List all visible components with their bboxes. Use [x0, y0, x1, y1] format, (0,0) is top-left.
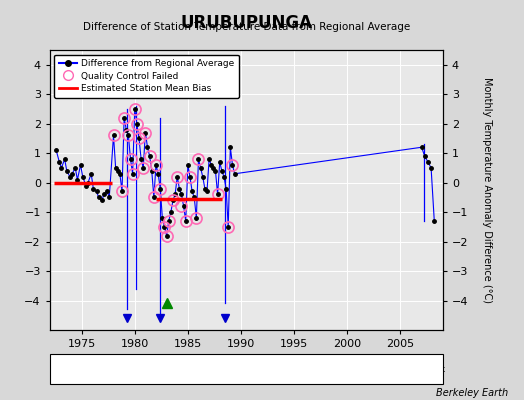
- Y-axis label: Monthly Temperature Anomaly Difference (°C): Monthly Temperature Anomaly Difference (…: [482, 77, 492, 303]
- Text: Station Move: Station Move: [75, 364, 135, 374]
- Text: Difference of Station Temperature Data from Regional Average: Difference of Station Temperature Data f…: [83, 22, 410, 32]
- Text: Record Gap: Record Gap: [164, 364, 216, 374]
- Text: Berkeley Earth: Berkeley Earth: [436, 388, 508, 398]
- Text: Time of Obs. Change: Time of Obs. Change: [264, 364, 358, 374]
- Text: Empirical Break: Empirical Break: [374, 364, 445, 374]
- Text: URUBUPUNGA: URUBUPUNGA: [180, 14, 312, 32]
- Legend: Difference from Regional Average, Quality Control Failed, Estimated Station Mean: Difference from Regional Average, Qualit…: [54, 54, 239, 98]
